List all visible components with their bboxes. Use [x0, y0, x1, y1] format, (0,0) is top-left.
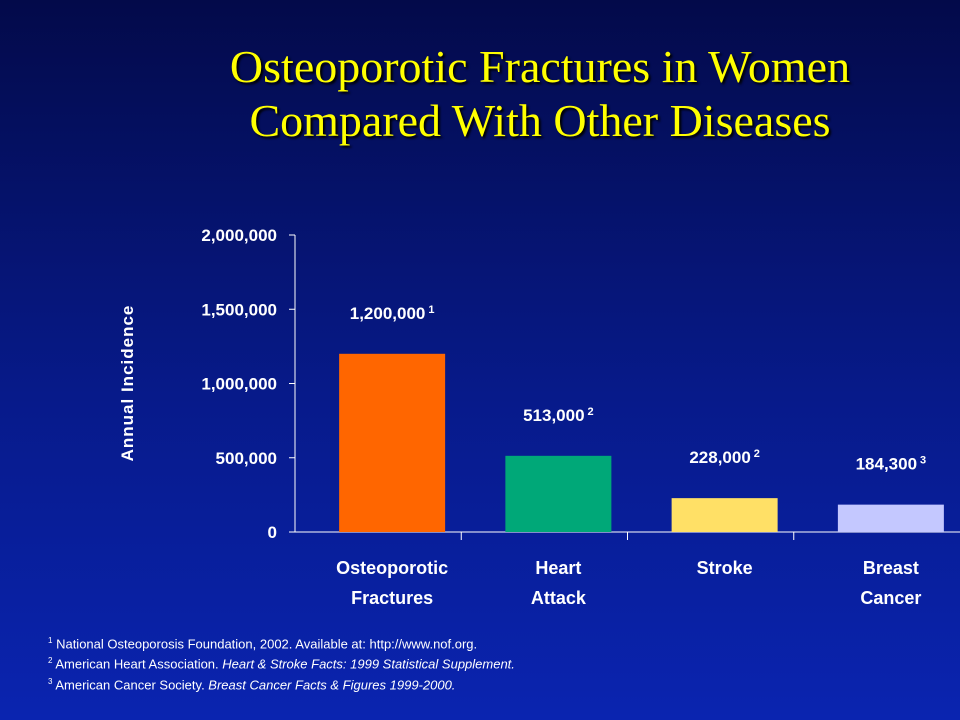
y-tick-label: 1,000,000 [201, 375, 277, 394]
bar-3 [671, 498, 778, 532]
bar-2 [505, 455, 612, 532]
slide-title: Osteoporotic Fractures in Women Compared… [120, 40, 960, 148]
category-label: Attack [531, 588, 587, 608]
category-label: Heart [535, 558, 581, 578]
y-tick-label: 2,000,000 [201, 226, 277, 245]
y-tick-label: 0 [268, 523, 277, 542]
category-label: Osteoporotic [336, 558, 448, 578]
reference-2-italic: Heart & Stroke Facts: 1999 Statistical S… [222, 656, 515, 672]
reference-1: 1 National Osteoporosis Foundation, 2002… [48, 632, 928, 652]
y-axis-label: Annual Incidence [118, 305, 137, 462]
slide-title-line-2: Compared With Other Diseases [249, 95, 831, 146]
data-label: 184,300 3 [856, 455, 927, 474]
reference-1-text: National Osteoporosis Foundation, 2002. … [56, 636, 478, 652]
slide-title-line-1: Osteoporotic Fractures in Women [229, 41, 851, 92]
bar-1 [339, 353, 446, 532]
reference-3-text: American Cancer Society. [55, 676, 209, 692]
category-label: Stroke [697, 558, 753, 578]
reference-1-number: 1 [48, 636, 53, 645]
reference-3-italic: Breast Cancer Facts & Figures 1999-2000. [208, 676, 456, 692]
reference-3-number: 3 [48, 676, 53, 686]
reference-3: 3 American Cancer Society. Breast Cancer… [48, 673, 928, 693]
bar-4 [837, 504, 944, 532]
data-label: 228,000 2 [689, 448, 760, 467]
category-label: Cancer [860, 588, 921, 608]
category-label: Fractures [351, 588, 433, 608]
category-label: Breast [863, 558, 919, 578]
reference-2: 2 American Heart Association. Heart & St… [48, 652, 928, 672]
references: 1 National Osteoporosis Foundation, 2002… [48, 632, 928, 693]
data-label: 1,200,000 1 [350, 304, 435, 323]
data-label: 513,000 2 [523, 406, 594, 425]
reference-2-text: American Heart Association. [55, 656, 223, 672]
reference-2-number: 2 [48, 656, 53, 666]
y-tick-label: 500,000 [216, 449, 277, 468]
y-tick-label: 1,500,000 [201, 300, 277, 319]
